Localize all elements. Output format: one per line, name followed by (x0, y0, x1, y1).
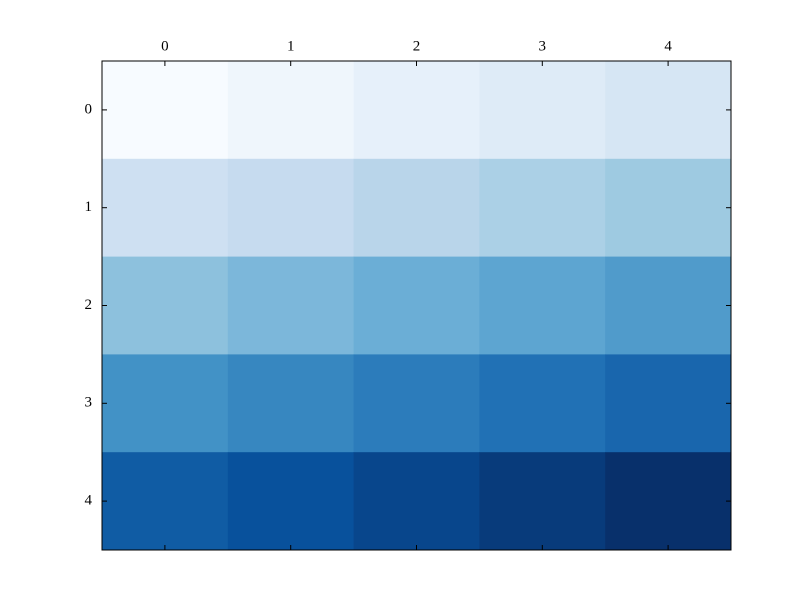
heatmap-cell (227, 61, 355, 160)
x-tick-label: 3 (539, 38, 547, 54)
heatmap-cell (353, 256, 480, 355)
y-tick-label: 3 (85, 395, 93, 411)
heatmap-cell (605, 354, 732, 453)
heatmap-cell (102, 452, 229, 551)
heatmap-cell (605, 158, 732, 258)
heatmap-cell (102, 61, 229, 160)
heatmap-cell (227, 256, 355, 355)
heatmap-cell (479, 256, 606, 355)
heatmap-cell (353, 158, 480, 258)
heatmap-cell (479, 354, 606, 453)
x-tick-label: 1 (287, 38, 295, 54)
heatmap-cell (479, 452, 606, 551)
heatmap-cell (353, 452, 480, 551)
y-tick-label: 4 (85, 493, 93, 509)
y-tick-label: 1 (85, 199, 93, 215)
plot-frame (101, 60, 732, 551)
heatmap-cell (605, 256, 732, 355)
heatmap-cell (605, 452, 732, 551)
heatmap-cell (102, 256, 229, 355)
heatmap-cell (353, 61, 480, 160)
x-tick-label: 4 (664, 38, 672, 54)
heatmap-cell (227, 158, 355, 258)
x-tick-label: 2 (413, 38, 421, 54)
heatmap-cells (102, 61, 732, 551)
y-tick-label: 0 (85, 101, 93, 117)
heatmap-cell (102, 354, 229, 453)
heatmap-cell (479, 61, 606, 160)
x-tick-label: 0 (161, 38, 169, 54)
heatmap-cell (227, 452, 355, 551)
heatmap-cell (605, 61, 732, 160)
heatmap-cell (479, 158, 606, 258)
heatmap-cell (227, 354, 355, 453)
y-tick-label: 2 (85, 297, 93, 313)
heatmap-cell (102, 158, 229, 258)
heatmap-cell (353, 354, 480, 453)
